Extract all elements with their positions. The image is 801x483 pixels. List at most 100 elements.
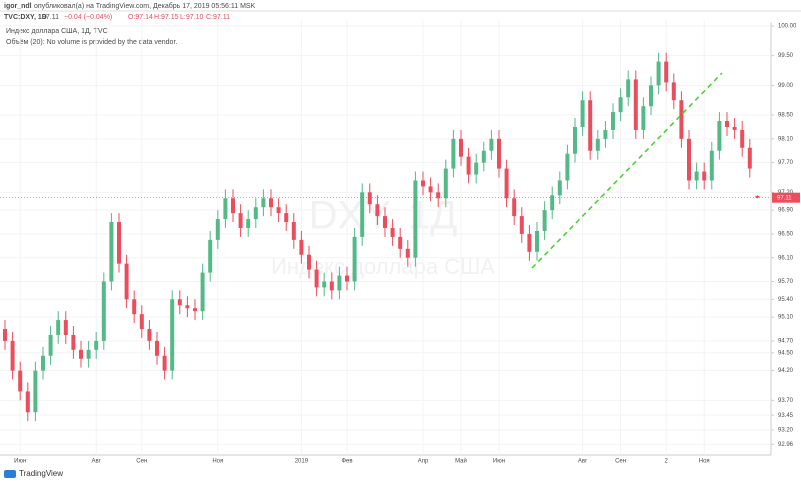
candle-body (261, 198, 266, 208)
candle-body (504, 168, 509, 199)
y-tick-label: 96.90 (778, 208, 794, 214)
brand-logo (4, 470, 16, 478)
brand: TradingView (19, 469, 63, 478)
candle-body (18, 370, 23, 392)
y-tick-label: 99.50 (778, 53, 794, 59)
candle-body (253, 207, 258, 220)
candle-body (193, 308, 197, 312)
candle-body (25, 391, 30, 413)
candle-body (489, 138, 494, 151)
last-price-label: 97.11 (777, 195, 792, 201)
y-tick-label: 93.70 (778, 398, 794, 404)
candle-body (284, 213, 289, 223)
candle-body (177, 299, 182, 306)
x-tick-label: Авг (578, 459, 588, 465)
candle-body (86, 349, 91, 359)
last-price-box (772, 192, 800, 203)
last: 97.11 (42, 14, 59, 21)
candle-body (238, 213, 243, 228)
candle-body (451, 138, 456, 169)
x-tick-label: Ноя (212, 459, 223, 465)
candle-body (573, 126, 577, 154)
candle-body (109, 222, 114, 282)
y-tick-label: 96.50 (778, 232, 794, 238)
candle-body (10, 340, 15, 371)
ohlc-value: O:97.14 (128, 14, 153, 21)
symbol: TVC:DXY, 1D (4, 14, 47, 21)
candle-body (307, 254, 311, 270)
chart-title: Индекс доллара США, 1Д, TVC (6, 28, 108, 35)
candle-body (398, 236, 403, 249)
y-tick-label: 93.20 (778, 428, 794, 434)
x-tick-label: Апр (418, 459, 429, 465)
candle-body (215, 219, 220, 240)
y-tick-label: 94.20 (778, 368, 794, 374)
x-tick-label: Июн (14, 459, 26, 465)
candle-body (413, 180, 418, 258)
x-tick-label: Сен (136, 459, 147, 465)
candle-body (595, 138, 600, 151)
candle-body (48, 334, 53, 356)
candle-body (717, 121, 722, 151)
candle-body (352, 236, 357, 282)
candle-body (725, 121, 729, 127)
candle-body (641, 106, 646, 130)
y-tick-label: 98.50 (778, 113, 794, 119)
candle-body (618, 97, 623, 113)
published: опубликовал(а) на TradingView.com, Декаб… (34, 2, 256, 10)
y-tick-label: 93.45 (778, 413, 794, 419)
ohlc-value: C:97.11 (206, 14, 230, 21)
candle-body (512, 198, 517, 217)
y-tick-label: 98.10 (778, 136, 794, 142)
x-tick-label: 2019 (295, 459, 309, 465)
x-tick-label: Ноя (699, 459, 710, 465)
candle-body (337, 275, 342, 291)
y-tick-label: 95.40 (778, 297, 794, 303)
plot (0, 20, 771, 455)
candle-body (56, 320, 61, 335)
candle-body (542, 210, 547, 231)
candle-body (101, 281, 106, 341)
candle-body (223, 198, 228, 220)
candle-body (557, 180, 562, 196)
candle-body (474, 162, 479, 175)
candle-body (626, 79, 631, 98)
candle-body (246, 219, 251, 228)
candle-body (588, 100, 593, 151)
y-tick-label: 95.70 (778, 279, 794, 285)
candle-body (155, 340, 159, 356)
candle-body (732, 126, 737, 130)
candle-body (291, 222, 296, 240)
candle-body (147, 329, 152, 341)
candle-body (443, 168, 448, 199)
candle-body (132, 299, 137, 315)
candle-body (679, 100, 684, 139)
y-tick-label: 100.00 (778, 24, 797, 30)
candle-body (117, 222, 121, 264)
candle-body (79, 349, 83, 359)
candle-body (162, 355, 167, 371)
candle-body (170, 299, 175, 371)
candle-body (421, 180, 425, 187)
candle-body (94, 340, 99, 350)
change: −0.04 (−0.04%) (64, 14, 112, 21)
x-tick-label: Сен (615, 459, 626, 465)
candle-body (497, 138, 501, 169)
candle-body (367, 192, 372, 205)
y-tick-label: 94.70 (778, 338, 794, 344)
x-tick-label: Авг (92, 459, 102, 465)
candle-body (41, 355, 45, 371)
candle-body (383, 216, 387, 228)
candle-body (185, 305, 190, 309)
candle-body (481, 150, 486, 163)
ohlc-value: H:97.15 (154, 14, 179, 21)
candle-body (671, 82, 676, 101)
x-tick-label: Фев (341, 459, 352, 465)
candle-body (345, 275, 349, 282)
candle-body (322, 281, 327, 288)
candle-body (535, 230, 539, 252)
candle-body (466, 156, 471, 175)
candle-body (747, 147, 752, 169)
candle-body (580, 100, 585, 127)
